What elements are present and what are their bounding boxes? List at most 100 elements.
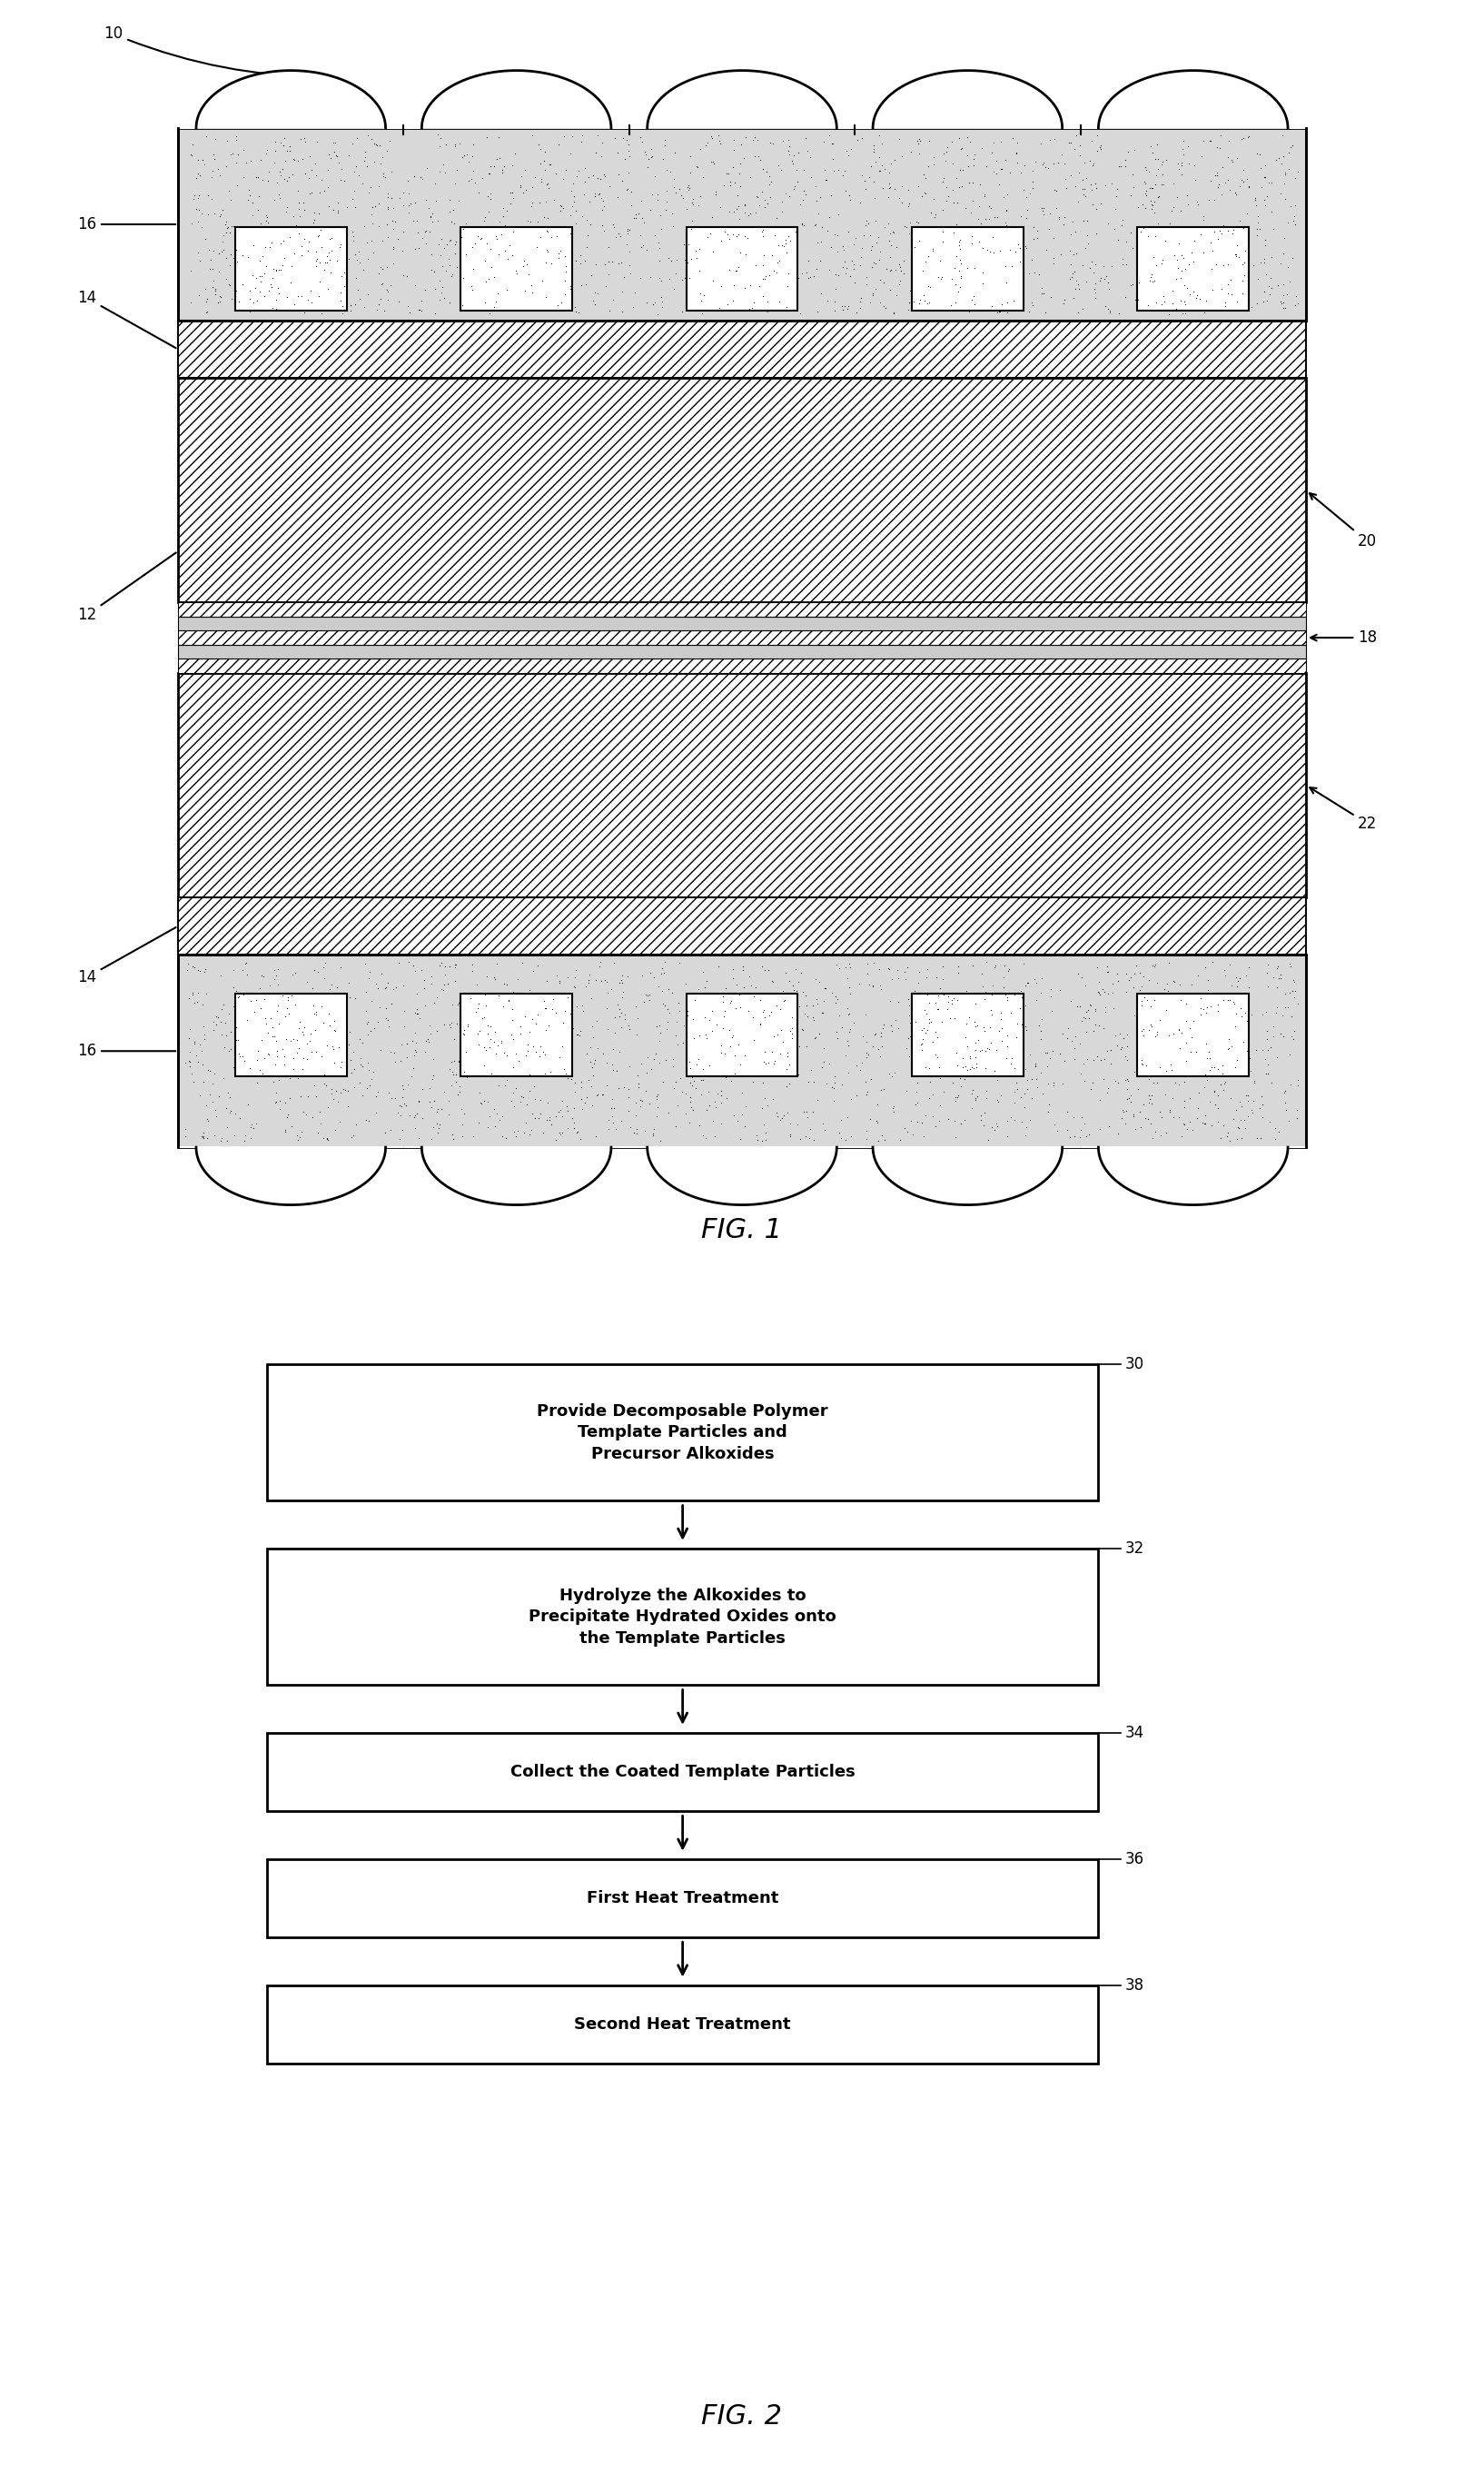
Point <box>831 288 855 328</box>
Point <box>870 1114 893 1154</box>
Point <box>212 214 236 254</box>
Point <box>647 966 671 1006</box>
Point <box>1117 961 1141 1001</box>
Point <box>824 214 847 254</box>
Point <box>1085 190 1109 229</box>
Point <box>285 1021 309 1060</box>
Point <box>944 158 968 197</box>
Point <box>202 195 226 234</box>
Point <box>604 1050 628 1090</box>
Point <box>270 976 294 1016</box>
Point <box>232 131 255 170</box>
Point <box>512 1077 536 1117</box>
Point <box>776 1092 800 1131</box>
Point <box>306 239 329 279</box>
Point <box>948 128 972 168</box>
Point <box>1260 269 1284 308</box>
Point <box>209 1122 233 1161</box>
Point <box>1080 170 1104 210</box>
Point <box>410 291 433 330</box>
Point <box>761 1080 785 1119</box>
Point <box>249 205 273 244</box>
Point <box>1233 232 1257 271</box>
Point <box>444 944 467 984</box>
Point <box>870 1016 893 1055</box>
Point <box>217 1030 240 1070</box>
Point <box>283 283 307 323</box>
Point <box>371 249 395 288</box>
Point <box>307 242 331 281</box>
Point <box>180 1055 203 1094</box>
Text: Collect the Coated Template Particles: Collect the Coated Template Particles <box>510 1765 855 1780</box>
Point <box>996 293 1020 333</box>
Point <box>1030 269 1054 308</box>
Point <box>214 212 237 251</box>
Point <box>497 227 521 266</box>
Point <box>932 158 956 197</box>
Point <box>490 1097 513 1136</box>
Point <box>966 200 990 239</box>
Point <box>941 1062 965 1102</box>
Point <box>675 996 699 1035</box>
Point <box>789 954 813 993</box>
Point <box>749 173 773 212</box>
Point <box>611 118 635 158</box>
Point <box>1264 949 1288 988</box>
Point <box>224 1008 248 1048</box>
Point <box>439 1065 463 1104</box>
Point <box>941 979 965 1018</box>
Point <box>692 1050 715 1090</box>
Point <box>928 291 951 330</box>
Point <box>220 207 243 247</box>
Point <box>473 261 497 301</box>
Point <box>663 1107 687 1146</box>
Point <box>787 259 810 298</box>
Point <box>959 1050 982 1090</box>
Point <box>614 170 638 210</box>
Point <box>898 996 922 1035</box>
Point <box>939 259 963 298</box>
Point <box>1140 185 1163 224</box>
Point <box>349 1018 372 1057</box>
Point <box>1195 993 1218 1033</box>
Point <box>951 150 975 190</box>
Point <box>551 1097 574 1136</box>
Point <box>432 1072 456 1112</box>
Point <box>916 283 939 323</box>
Point <box>1073 170 1097 210</box>
Point <box>1066 986 1089 1025</box>
Point <box>518 1072 542 1112</box>
Point <box>321 1028 344 1067</box>
Point <box>355 1099 378 1139</box>
Point <box>1172 136 1196 175</box>
Point <box>700 1011 724 1050</box>
Point <box>380 153 404 192</box>
Point <box>766 145 789 185</box>
Point <box>887 261 911 301</box>
Point <box>1067 269 1091 308</box>
Point <box>340 1117 364 1156</box>
Point <box>960 163 984 202</box>
Point <box>898 986 922 1025</box>
Point <box>864 269 887 308</box>
Point <box>1009 974 1033 1013</box>
Point <box>580 1048 604 1087</box>
Point <box>1086 947 1110 986</box>
Point <box>1273 988 1297 1028</box>
Point <box>358 1102 381 1141</box>
Point <box>583 274 607 313</box>
Point <box>303 192 326 232</box>
Point <box>1097 205 1120 244</box>
Point <box>181 947 205 986</box>
Point <box>496 271 519 311</box>
Point <box>493 148 516 187</box>
Point <box>519 1109 543 1149</box>
Polygon shape <box>404 1146 629 1205</box>
Point <box>1098 1043 1122 1082</box>
Point <box>1000 1038 1024 1077</box>
Point <box>926 1018 950 1057</box>
Point <box>1143 261 1166 301</box>
Point <box>883 249 907 288</box>
Point <box>898 182 922 222</box>
Point <box>865 224 889 264</box>
